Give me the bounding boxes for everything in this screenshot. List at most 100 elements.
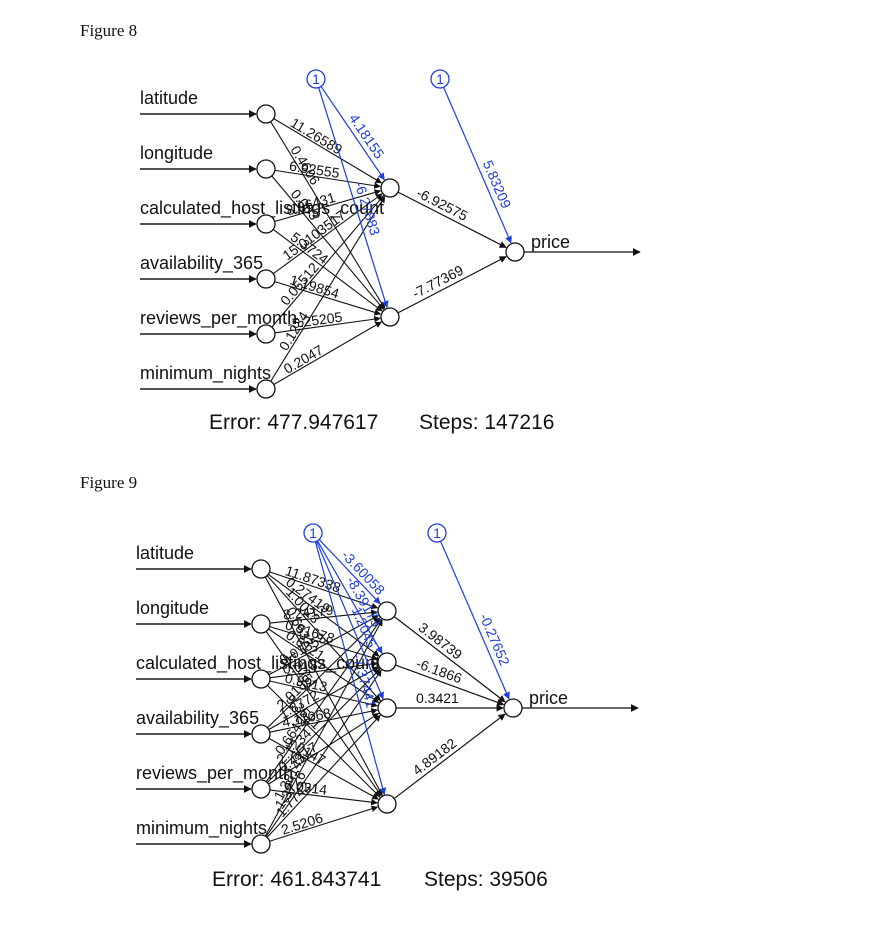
hidden-node [377, 601, 397, 621]
input-hidden-connection [269, 571, 379, 610]
input-label: latitude [136, 543, 194, 563]
input-label: availability_365 [140, 253, 263, 274]
output-label: price [531, 232, 570, 252]
bias-node-label: 1 [309, 525, 317, 541]
hidden-output-weight-label: 0.3421 [416, 690, 459, 706]
input-hidden-connection [266, 668, 381, 783]
input-hidden-connection [273, 118, 382, 184]
input-hidden-connection [274, 315, 381, 334]
input-weight-label: 8.24179 [282, 602, 334, 623]
input-hidden-connection [269, 789, 378, 806]
figure-9-network-diagram: latitude longitude calculated_host_listing… [136, 523, 639, 891]
input-label: longitude [136, 598, 209, 618]
input-hidden-connection [268, 615, 379, 676]
input-hidden-connection [271, 175, 385, 310]
input-hidden-connection [270, 195, 386, 382]
bias-hidden-connection [314, 541, 387, 796]
hidden-output-connection [397, 191, 507, 248]
bias-hidden-connection [320, 86, 385, 181]
figure-9-caption: Figure 9 [80, 473, 138, 492]
bias-node-label: 1 [433, 525, 441, 541]
input-hidden-connection [274, 169, 381, 189]
output-node [505, 242, 525, 262]
input-hidden-connection [274, 189, 382, 223]
input-node [251, 779, 271, 799]
bias-node-label: 1 [436, 71, 444, 87]
input-node [256, 324, 276, 344]
input-hidden-connection [268, 666, 379, 731]
output-bias-weight-label: 5.83209 [480, 158, 515, 211]
input-hidden-connection [273, 321, 382, 385]
input-hidden-connection [267, 684, 381, 798]
input-hidden-connection [271, 195, 384, 328]
bias-hidden-connection [316, 540, 383, 654]
output-node [503, 698, 523, 718]
input-weight-label: 0.0314 [284, 777, 329, 798]
bias-hidden-connection [315, 541, 384, 700]
output-label: price [529, 688, 568, 708]
input-hidden-connection [270, 121, 386, 310]
hidden-output-connection [393, 713, 506, 800]
hidden-output-connection [397, 256, 507, 314]
bias-node [427, 523, 447, 543]
input-hidden-connection [265, 631, 382, 797]
bias-hidden-connection [318, 87, 389, 309]
hidden-output-connection [395, 664, 505, 706]
hidden-output-weight-label: 4.89182 [409, 735, 459, 779]
error-label: Error: 477.947617 [209, 411, 378, 434]
input-hidden-connection [272, 228, 383, 312]
bias-node-label: 1 [312, 71, 320, 87]
input-hidden-connection [267, 573, 380, 657]
input-label: reviews_per_month [140, 308, 297, 329]
input-node [256, 214, 276, 234]
input-weight-label: 0.0182 [282, 655, 327, 677]
hidden-node [380, 178, 400, 198]
input-hidden-connection [274, 281, 382, 316]
bias-node [306, 69, 326, 89]
input-node [256, 104, 276, 124]
input-node [251, 614, 271, 634]
input-node [256, 269, 276, 289]
input-label: minimum_nights [140, 363, 271, 384]
input-hidden-connection [269, 805, 379, 842]
input-label: calculated_host_listings_count [140, 198, 384, 219]
input-hidden-connection [269, 626, 379, 661]
input-label: availability_365 [136, 708, 259, 729]
input-hidden-connection [269, 707, 378, 733]
figure-8-network-diagram: latitude longitude calculated_host_listing… [140, 69, 641, 434]
input-label: minimum_nights [136, 818, 267, 839]
input-weight-label: -5.25205 [286, 309, 343, 332]
input-label: latitude [140, 88, 198, 108]
steps-label: Steps: 147216 [419, 411, 554, 434]
bias-node [430, 69, 450, 89]
hidden-node [377, 794, 397, 814]
error-label: Error: 461.843741 [212, 868, 381, 891]
input-hidden-connection [267, 617, 381, 729]
input-node [251, 834, 271, 854]
input-hidden-connection [266, 714, 381, 838]
input-hidden-connection [266, 575, 381, 702]
input-node [251, 669, 271, 689]
output-bias-weight-label: -0.27652 [476, 611, 513, 668]
input-node [251, 559, 271, 579]
bias-output-connection [443, 87, 512, 244]
bias-hidden-connection [318, 539, 381, 605]
bias-output-connection [440, 541, 510, 700]
hidden-node [377, 652, 397, 672]
input-hidden-connection [265, 669, 382, 837]
input-node [256, 159, 276, 179]
input-hidden-connection [268, 737, 379, 800]
input-hidden-connection [272, 193, 383, 275]
input-weight-label: 6.92555 [288, 158, 341, 182]
input-node [256, 379, 276, 399]
hidden-output-connection [393, 616, 506, 703]
bias-node [303, 523, 323, 543]
input-hidden-connection [268, 712, 380, 785]
steps-label: Steps: 39506 [424, 868, 548, 891]
input-hidden-connection [264, 619, 383, 837]
input-label: reviews_per_month [136, 763, 293, 784]
input-node [251, 724, 271, 744]
input-hidden-connection [268, 628, 380, 703]
hidden-node [377, 698, 397, 718]
input-label: calculated_host_listings_count [136, 653, 380, 674]
